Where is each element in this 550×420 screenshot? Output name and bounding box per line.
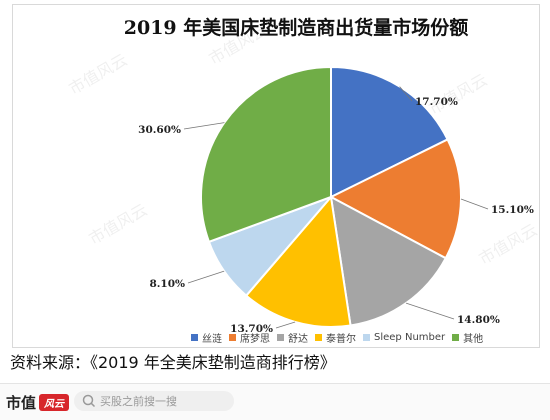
legend-swatch [229, 333, 236, 341]
data-label: 15.10% [491, 204, 534, 216]
legend-swatch [363, 333, 370, 341]
legend-label: 席梦思 [240, 333, 270, 345]
legend-item: 舒达 [277, 330, 308, 345]
chart-legend: 丝涟 席梦思 舒达 泰普尔 Sleep Number 其他 [191, 330, 490, 345]
brand-logo[interactable]: 市值 风云 [6, 392, 70, 413]
data-label: 13.70% [230, 323, 273, 335]
chart-card: 2019 年美国床垫制造商出货量市场份额 市值风云 市值风云 市值风云 市值风云 市值风… [12, 4, 540, 348]
legend-item: 泰普尔 [315, 330, 356, 345]
watermark: 市值风云 [206, 20, 271, 68]
watermark: 市值风云 [426, 70, 491, 118]
legend-label: 丝涟 [202, 333, 222, 345]
watermark: 市值风云 [476, 220, 540, 268]
legend-item: 丝涟 [191, 330, 222, 345]
legend-label: 舒达 [288, 333, 308, 345]
pie-slice [244, 194, 352, 328]
pie-slice [329, 195, 448, 327]
bottom-bar: 市值 风云 买股之前搜一搜 [0, 383, 550, 420]
pie-slice [328, 138, 462, 260]
source-note: 资料来源：《2019 年全美床垫制造商排行榜》 [10, 353, 336, 372]
data-label: 30.60% [138, 124, 181, 136]
leader-line [460, 198, 489, 210]
search-placeholder: 买股之前搜一搜 [100, 395, 177, 408]
legend-swatch [315, 333, 322, 341]
pie-slice [200, 65, 332, 244]
watermark: 市值风云 [86, 200, 151, 248]
legend-swatch [191, 333, 198, 341]
pie-chart: 市值风云市值风云市值风云市值风云市值风云市值风云市值风云17.70%15.10%… [66, 20, 540, 335]
legend-label: 其他 [463, 333, 484, 345]
legend-item: 席梦思 [229, 330, 270, 345]
watermark: 市值风云 [66, 50, 131, 98]
legend-label: 泰普尔 [326, 333, 356, 345]
brand-badge: 风云 [39, 394, 70, 411]
leader-line [405, 302, 455, 320]
data-label: 14.80% [457, 314, 500, 326]
legend-label: Sleep Number [374, 331, 446, 343]
legend-item: Sleep Number [363, 332, 445, 343]
leader-line [187, 270, 225, 284]
leader-line [275, 321, 296, 329]
leader-line [399, 86, 413, 102]
legend-swatch [277, 333, 284, 341]
search-icon [82, 394, 96, 408]
data-label: 8.10% [149, 278, 185, 290]
search-box[interactable]: 买股之前搜一搜 [74, 391, 234, 411]
chart-title: 2019 年美国床垫制造商出货量市场份额 [123, 17, 469, 39]
leader-line [183, 122, 225, 130]
brand-name: 市值 [6, 394, 37, 412]
legend-swatch [452, 333, 460, 341]
pie-slice [330, 65, 449, 199]
legend-item: 其他 [452, 330, 483, 345]
data-label: 17.70% [415, 96, 458, 108]
